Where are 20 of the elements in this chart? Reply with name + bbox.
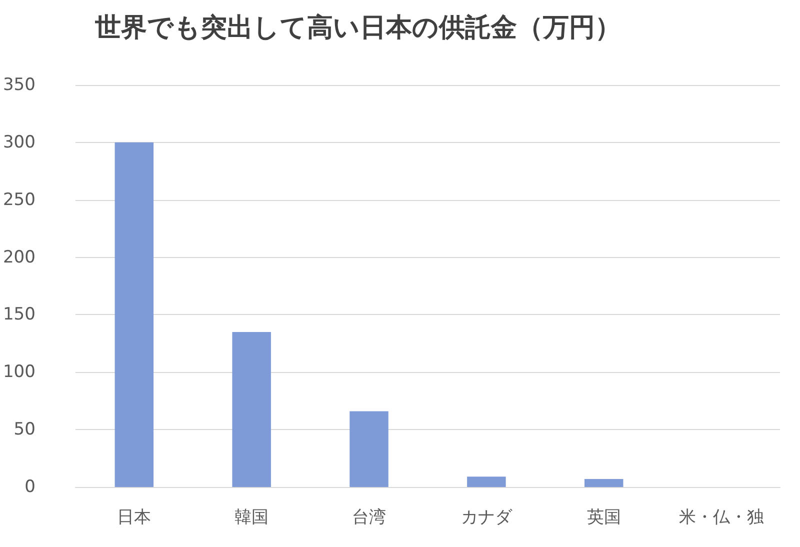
x-tick-label: 韓国 — [234, 508, 269, 528]
y-tick-label: 100 — [2, 362, 36, 382]
y-tick-label: 50 — [14, 420, 36, 440]
x-tick-label: 米・仏・独 — [678, 508, 764, 528]
y-tick-label: 350 — [2, 75, 36, 95]
bar — [114, 142, 154, 487]
y-tick-label: 150 — [2, 304, 36, 325]
y-tick-label: 300 — [2, 132, 36, 152]
x-tick-label: 台湾 — [352, 508, 386, 528]
chart-title: 世界でも突出して高い日本の供託金（万円） — [94, 13, 621, 43]
bar — [232, 332, 271, 487]
y-tick-label: 0 — [24, 477, 36, 497]
x-tick-label: カナダ — [460, 508, 513, 528]
x-tick-label: 英国 — [586, 508, 621, 528]
bar — [350, 411, 388, 487]
bar — [467, 476, 506, 487]
x-tick-label: 日本 — [117, 508, 152, 528]
bar — [584, 478, 624, 487]
y-tick-label: 250 — [2, 190, 36, 210]
y-tick-label: 200 — [2, 247, 36, 268]
